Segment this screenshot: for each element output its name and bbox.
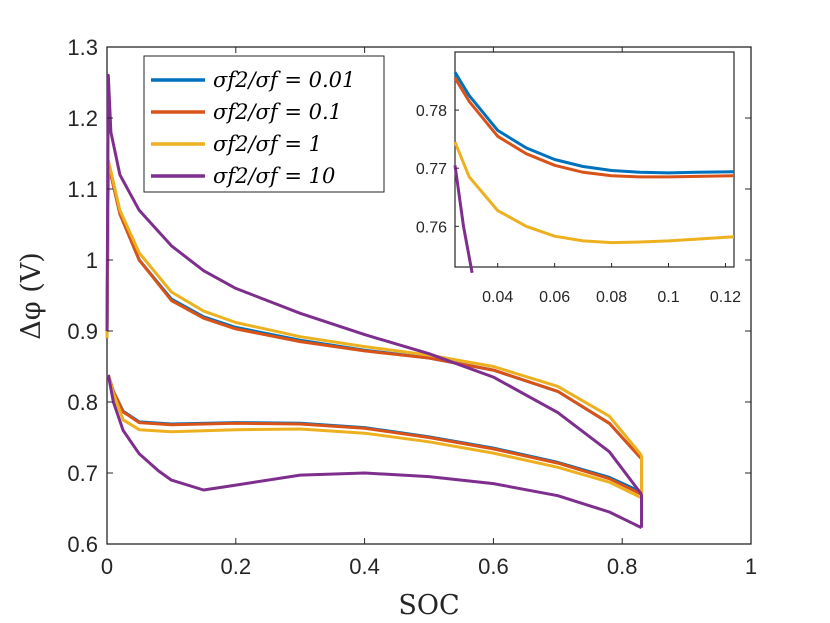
inset-x-tick-label: 0.12 (710, 289, 741, 306)
x-tick-label: 0.8 (607, 554, 638, 579)
y-tick-label: 1.2 (67, 106, 98, 131)
inset-y-tick-label: 0.78 (416, 103, 447, 120)
inset-x-tick-label: 0.04 (482, 289, 513, 306)
x-axis-label: SOC (398, 590, 459, 621)
legend: σf2/σf = 0.01 σf2/σf = 0.1 σf2/σf = 1 σf2/σ… (143, 55, 385, 193)
y-tick-label: 0.7 (67, 461, 98, 486)
inset-axes: 0.04 0.06 0.08 0.1 0.12 0.76 0.77 0.78 (416, 51, 741, 306)
inset-series-line-1 (453, 77, 735, 179)
y-tick-label: 1.3 (67, 35, 98, 60)
y-tick-label: 0.9 (67, 319, 98, 344)
y-tick-label: 1.1 (67, 177, 98, 202)
inset-x-tick-label: 0.08 (596, 289, 627, 306)
inset-x-tick-label: 0.1 (657, 289, 679, 306)
y-axis-label: Δφ (V) (16, 252, 47, 340)
inset-x-tick-label: 0.06 (539, 289, 570, 306)
y-tick-label: 0.8 (67, 390, 98, 415)
x-tick-label: 0.2 (221, 554, 252, 579)
inset-series-lines (453, 71, 735, 274)
legend-label-0: σf2/σf = 0.01 (213, 68, 355, 92)
series-line-discharge-3 (106, 374, 643, 530)
series-line-charge-3 (105, 73, 643, 496)
series-line-charge-2 (105, 159, 643, 457)
main-ticks: 0 0.2 0.4 0.6 0.8 1 0.6 0.7 0.8 0.9 1 1.1 1.2 1.3 (67, 35, 757, 579)
series-line-discharge-1 (106, 374, 643, 496)
inset-series-line-2 (453, 141, 735, 245)
inset-y-tick-label: 0.76 (416, 219, 447, 236)
main-series-lines (105, 73, 644, 530)
x-tick-label: 0 (101, 554, 113, 579)
x-tick-label: 0.6 (478, 554, 509, 579)
series-line-discharge-2 (106, 374, 643, 500)
legend-label-3: σf2/σf = 10 (213, 164, 335, 188)
inset-y-tick-label: 0.77 (416, 161, 447, 178)
legend-label-1: σf2/σf = 0.1 (213, 100, 342, 124)
inset-series-line-3 (453, 165, 474, 274)
x-tick-label: 1 (745, 554, 757, 579)
inset-ticks: 0.04 0.06 0.08 0.1 0.12 0.76 0.77 0.78 (416, 103, 741, 306)
y-tick-label: 1 (86, 248, 98, 273)
y-tick-label: 0.6 (67, 532, 98, 557)
inset-axes-box (454, 51, 735, 268)
inset-series-line-0 (453, 71, 735, 175)
x-tick-label: 0.4 (349, 554, 380, 579)
legend-label-2: σf2/σf = 1 (213, 132, 322, 156)
